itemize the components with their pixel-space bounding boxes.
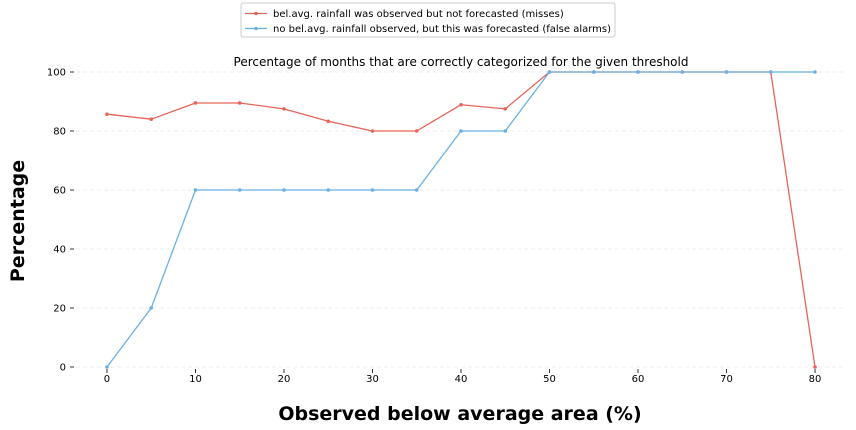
data-point bbox=[680, 70, 685, 74]
data-point bbox=[282, 188, 286, 192]
data-point bbox=[503, 107, 508, 111]
data-point bbox=[503, 129, 508, 133]
legend: bel.avg. rainfall was observed but not f… bbox=[240, 2, 616, 38]
y-tick-label: 40 bbox=[53, 245, 66, 256]
y-tick-labels: 0 20 40 60 80 100 bbox=[47, 68, 74, 374]
x-tick-label: 30 bbox=[366, 374, 379, 385]
data-point bbox=[237, 188, 242, 192]
series-line bbox=[106, 71, 816, 368]
x-tick-label: 20 bbox=[278, 374, 291, 385]
series-0 bbox=[105, 70, 817, 369]
data-point bbox=[591, 70, 596, 74]
x-tick-label: 10 bbox=[189, 374, 202, 385]
x-tick-label: 50 bbox=[543, 374, 556, 385]
legend-marker-false-alarms bbox=[254, 26, 258, 31]
data-point bbox=[414, 129, 419, 133]
data-point bbox=[459, 129, 463, 133]
x-tick-label: 80 bbox=[809, 374, 822, 385]
y-tick-label: 60 bbox=[53, 186, 66, 197]
data-point bbox=[149, 306, 154, 310]
data-point bbox=[547, 70, 552, 74]
data-point bbox=[105, 365, 109, 369]
data-point bbox=[724, 70, 729, 74]
data-point bbox=[768, 70, 773, 74]
data-point bbox=[149, 117, 154, 121]
data-point bbox=[105, 112, 109, 116]
data-point bbox=[326, 119, 331, 124]
x-tick-label: 60 bbox=[632, 374, 645, 385]
legend-box bbox=[240, 2, 616, 38]
gridlines bbox=[76, 71, 846, 368]
y-tick-label: 80 bbox=[53, 127, 66, 138]
data-point bbox=[370, 188, 375, 192]
x-tick-label: 0 bbox=[104, 374, 110, 385]
data-point bbox=[193, 101, 198, 105]
series-1 bbox=[105, 70, 817, 369]
legend-label-false-alarms: no bel.avg. rainfall observed, but this … bbox=[273, 24, 611, 35]
data-point bbox=[193, 188, 198, 192]
x-axis-title: Observed below average area (%) bbox=[278, 403, 641, 425]
y-axis-title: Percentage bbox=[7, 160, 29, 282]
y-tick-label: 0 bbox=[60, 363, 66, 374]
x-tick-label: 70 bbox=[720, 374, 733, 385]
series-layer bbox=[105, 70, 817, 369]
x-tick-labels: 0 10 20 30 40 50 60 70 80 bbox=[104, 369, 822, 385]
y-tick-label: 100 bbox=[47, 68, 66, 79]
data-point bbox=[414, 188, 419, 192]
data-point bbox=[326, 188, 331, 192]
y-tick-label: 20 bbox=[53, 304, 66, 315]
data-point bbox=[282, 107, 286, 111]
chart-title: Percentage of months that are correctly … bbox=[234, 55, 689, 69]
legend-marker-misses bbox=[254, 11, 258, 16]
data-point bbox=[459, 102, 463, 107]
x-tick-label: 40 bbox=[455, 374, 468, 385]
data-point bbox=[370, 129, 375, 133]
legend-label-misses: bel.avg. rainfall was observed but not f… bbox=[273, 9, 564, 20]
data-point bbox=[813, 365, 817, 369]
data-point bbox=[813, 70, 817, 74]
data-point bbox=[237, 101, 242, 105]
series-line bbox=[106, 71, 816, 368]
data-point bbox=[636, 70, 640, 74]
